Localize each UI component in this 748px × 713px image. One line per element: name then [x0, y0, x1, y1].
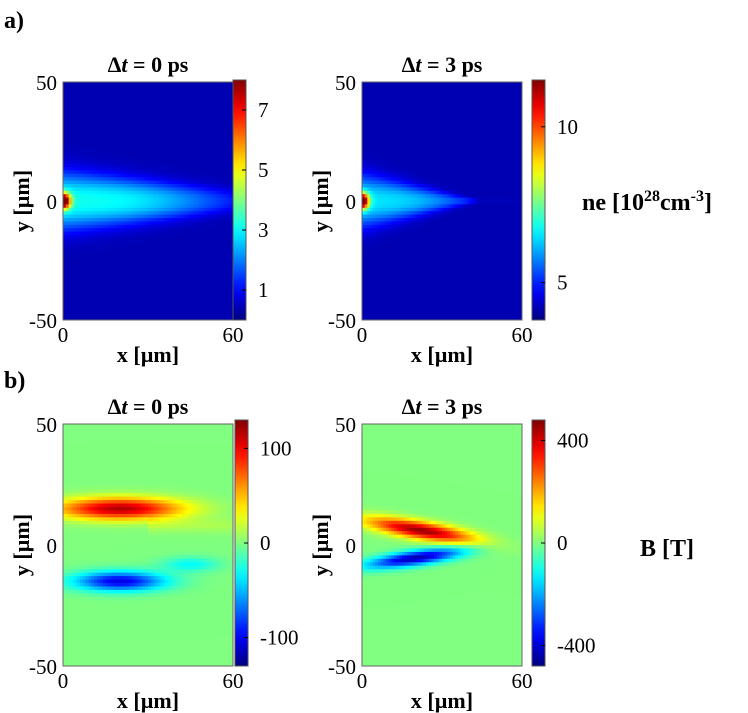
ne-unit-label: ne [1028cm-3]	[582, 188, 712, 216]
y-axis-label: y [µm]	[308, 514, 333, 576]
colorbar: 400 0 -400	[531, 419, 596, 667]
heatmap-image	[362, 424, 522, 666]
y-axis-label: y [µm]	[9, 170, 34, 232]
colorbar-tick-label: 10	[557, 115, 578, 139]
x-axis-label: x [µm]	[411, 342, 473, 367]
colorbar-gradient	[531, 79, 546, 321]
panel-title: Δt = 0 ps	[108, 394, 189, 419]
b-unit-label: B [T]	[640, 536, 694, 562]
y-tick-label: -50	[328, 655, 356, 679]
colorbar-tick-label: 1	[258, 278, 269, 302]
colorbar-tick-label: 100	[260, 436, 292, 460]
panel-label: a)	[4, 8, 24, 34]
colorbar-gradient	[232, 79, 247, 321]
heatmap-image	[362, 82, 522, 320]
colorbar: 1 3 5 7	[232, 79, 269, 321]
colorbar: 5 10	[531, 79, 578, 321]
x-tick-label: 60	[223, 323, 244, 347]
panel-title: Δt = 3 ps	[402, 394, 483, 419]
x-axis-label: x [µm]	[117, 342, 179, 367]
x-tick-label: 60	[512, 323, 533, 347]
colorbar-tick-label: 400	[557, 429, 589, 453]
plot-frame	[62, 423, 234, 667]
colorbar-tick-label: 0	[260, 531, 271, 555]
x-axis-label: x [µm]	[411, 688, 473, 713]
panel-title: Δt = 3 ps	[402, 52, 483, 77]
y-tick-label: -50	[328, 309, 356, 333]
colorbar: 100 0 -100	[234, 419, 299, 667]
y-tick-label: 0	[346, 534, 357, 558]
y-axis-label: y [µm]	[308, 170, 333, 232]
x-tick-label: 60	[512, 669, 533, 693]
x-tick-label: 0	[357, 669, 368, 693]
x-tick-label: 0	[58, 323, 69, 347]
panel-label: b)	[4, 368, 25, 394]
colorbar-tick-label: 5	[258, 158, 269, 182]
y-axis-label: y [µm]	[9, 514, 34, 576]
y-tick-label: 0	[47, 190, 58, 214]
colorbar-tick-label: 5	[557, 271, 568, 295]
heatmap-image	[63, 424, 233, 666]
heatmap-image	[63, 82, 233, 320]
colorbar-tick-label: -100	[260, 626, 299, 650]
colorbar-tick-label: 3	[258, 218, 269, 242]
y-tick-label: 0	[47, 534, 58, 558]
x-tick-label: 0	[58, 669, 69, 693]
x-tick-label: 0	[357, 323, 368, 347]
y-tick-label: 0	[346, 190, 357, 214]
plot-frame	[361, 423, 523, 667]
x-tick-label: 60	[223, 669, 244, 693]
y-tick-label: -50	[29, 309, 57, 333]
colorbar-tick-label: 7	[258, 98, 269, 122]
colorbar-tick-label: -400	[557, 634, 596, 658]
y-tick-label: 50	[36, 413, 57, 437]
y-tick-label: 50	[335, 71, 356, 95]
plot-frame	[361, 81, 523, 321]
colorbar-tick-label: 0	[557, 531, 568, 555]
y-tick-label: -50	[29, 655, 57, 679]
x-axis-label: x [µm]	[117, 688, 179, 713]
panel-title: Δt = 0 ps	[108, 52, 189, 77]
y-tick-label: 50	[335, 413, 356, 437]
y-tick-label: 50	[36, 71, 57, 95]
